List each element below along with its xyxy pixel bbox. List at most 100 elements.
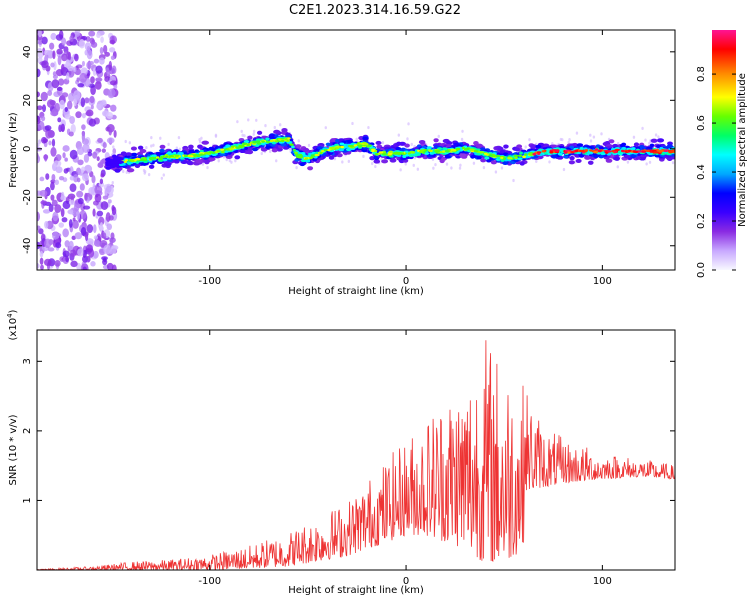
spectrogram-cell [54, 179, 59, 186]
spectrogram-cell [587, 160, 594, 165]
spectrogram-cell [150, 135, 153, 140]
spectrogram-cell [37, 225, 41, 231]
spectrogram-cell [416, 167, 420, 171]
spectrogram-cell [397, 133, 401, 137]
spectrogram-cell [167, 151, 172, 155]
spectrogram-y-tick-label: 20 [22, 94, 33, 107]
spectrogram-cell [94, 185, 103, 195]
spectrogram-cell [148, 164, 155, 169]
snr-scale-label: (x10 [8, 318, 19, 341]
spectrogram-cell [204, 151, 209, 155]
spectrogram-cell [278, 138, 282, 141]
spectrogram-cell [567, 140, 570, 145]
spectrogram-cell [81, 113, 86, 119]
spectrogram-cell [497, 146, 504, 151]
spectrogram-cell [39, 257, 44, 265]
spectrogram-cell [654, 133, 658, 137]
chart-title: C2E1.2023.314.16.59.G22 [289, 3, 461, 18]
spectrogram-cell [82, 143, 90, 154]
spectrogram-cell [169, 155, 174, 158]
spectrogram-cell [45, 128, 52, 139]
spectrogram-cell [649, 143, 655, 148]
spectrogram-cell [81, 138, 89, 145]
spectrogram-cell [52, 50, 56, 60]
spectrogram-cell [118, 160, 124, 164]
spectrogram-cell [150, 144, 153, 148]
spectrogram-cell [103, 244, 112, 255]
spectrogram-cell [128, 141, 132, 145]
spectrogram-cell [54, 260, 61, 267]
spectrogram-cell [600, 132, 603, 136]
spectrogram-cell [304, 157, 309, 160]
spectrogram-cell [578, 149, 584, 153]
spectrogram-cell [252, 147, 259, 152]
spectrogram-cell [200, 136, 203, 140]
snr-frame [36, 329, 676, 571]
spectrogram-cell [69, 183, 77, 192]
spectrogram-cell [85, 111, 92, 116]
spectrogram-cell [241, 133, 244, 137]
spectrogram-x-tick-label: 100 [593, 276, 612, 287]
spectrogram-cell [100, 201, 109, 210]
spectrogram-cell [614, 156, 620, 161]
spectrogram-cell [63, 46, 69, 53]
spectrogram-cell [42, 209, 51, 214]
spectrogram-cell [51, 173, 56, 181]
spectrogram-cell [564, 151, 568, 154]
spectrogram-cell [535, 159, 538, 163]
spectrogram-cell [444, 150, 450, 153]
spectrogram-cell [50, 62, 55, 68]
spectrogram-cell [381, 159, 389, 164]
spectrogram-cell [562, 167, 566, 172]
spectrogram-cell [58, 30, 64, 40]
spectrogram-cell [39, 250, 44, 258]
spectrogram-cell [235, 146, 241, 149]
spectrogram-cell [305, 159, 310, 163]
spectrogram-cell [240, 129, 243, 133]
spectrogram-cell [616, 141, 620, 146]
spectrogram-cell [198, 137, 201, 142]
spectrogram-cell [671, 149, 675, 152]
spectrogram-cell [408, 154, 414, 158]
spectrogram-cell [62, 145, 70, 152]
spectrogram-cell [569, 156, 575, 161]
spectrogram-cell [514, 147, 520, 152]
spectrogram-cell [73, 97, 77, 107]
spectrogram-cell [111, 180, 114, 185]
spectrogram-cell [59, 99, 65, 110]
spectrogram-cell [269, 139, 274, 143]
colorbar-tick-label: 0.2 [696, 213, 707, 229]
colorbar-label: Normalized spectral amplitude [737, 73, 748, 227]
spectrogram-cell [434, 149, 441, 152]
spectrogram-cell [109, 80, 118, 86]
spectrogram-cell [150, 157, 156, 160]
spectrogram-cell [76, 210, 81, 221]
snr-panel: -100 0 100 1 2 3 Height of straight line (km)… [6, 309, 676, 596]
spectrogram-cell [195, 159, 203, 164]
spectrogram-cell [174, 154, 180, 157]
spectrogram-cell [407, 152, 411, 155]
spectrogram-cell [339, 142, 345, 146]
spectrogram-cell [234, 159, 237, 163]
spectrogram-cell [256, 142, 262, 145]
spectrogram-cell [340, 145, 345, 149]
spectrogram-cell [93, 239, 100, 247]
spectrogram-cell [327, 148, 331, 152]
spectrogram-cell [410, 142, 413, 146]
spectrogram-cell [524, 153, 528, 156]
spectrogram-cell [363, 142, 369, 146]
spectrogram-cell [319, 151, 323, 155]
spectrogram-cell [627, 149, 632, 153]
spectrogram-cell [37, 262, 40, 269]
spectrogram-cell [100, 101, 107, 108]
spectrogram-cell [281, 139, 285, 143]
spectrogram-cell [69, 116, 75, 125]
spectrogram-cell [84, 42, 92, 51]
spectrogram-cell [645, 162, 648, 166]
spectrogram-cell [112, 161, 117, 164]
spectrogram-cell [621, 146, 627, 150]
spectrogram-cell [578, 154, 585, 158]
spectrogram-cell [246, 150, 254, 155]
spectrogram-cell [541, 150, 546, 153]
